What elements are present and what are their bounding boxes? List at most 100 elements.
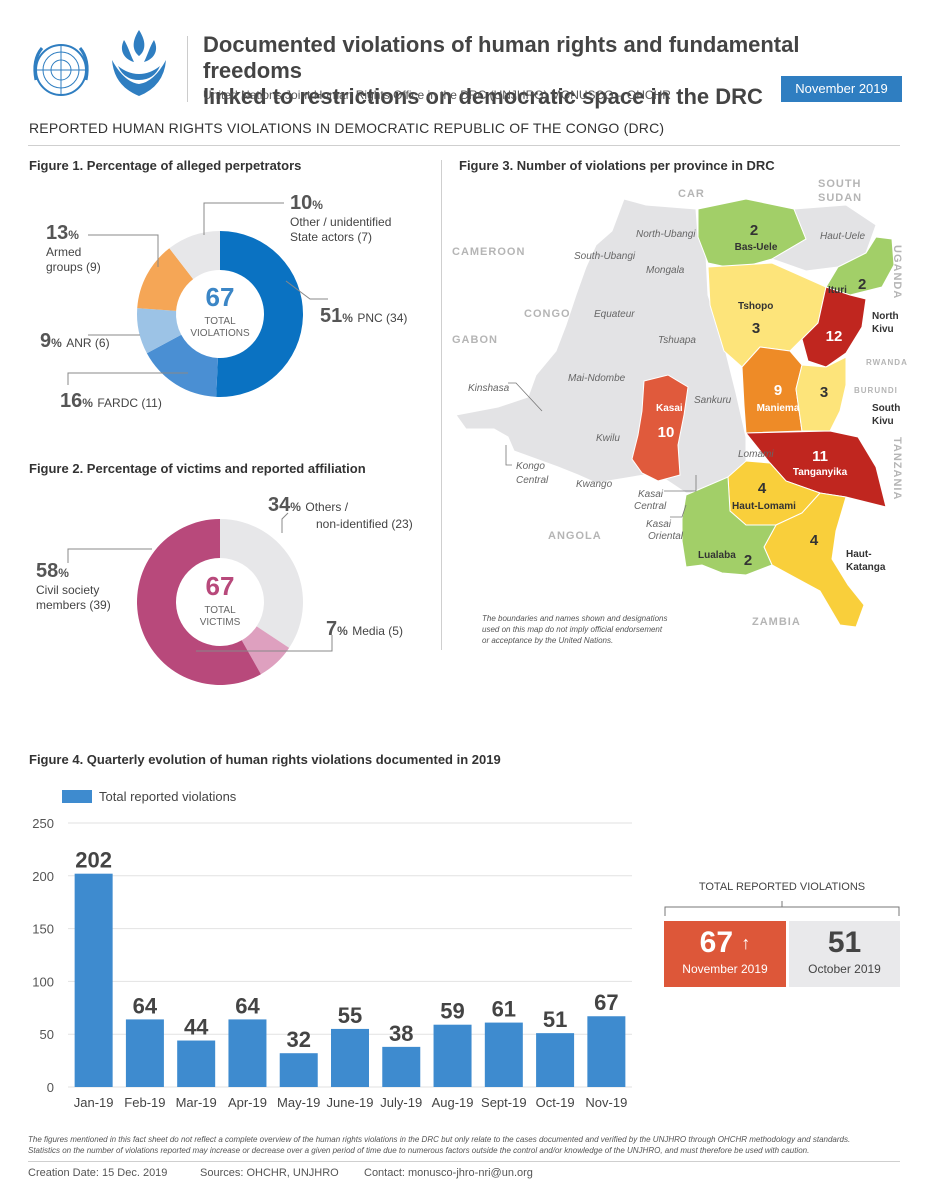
map-count-bas-uele: 2 <box>750 222 758 239</box>
fig1-slice-pnc <box>216 231 304 398</box>
map-count-north-kivu: 12 <box>826 328 843 345</box>
map-count-ituri: 2 <box>858 276 866 293</box>
fig2-label-media: 7% Media (5) <box>326 618 403 640</box>
footnote-line-1: The figures mentioned in this fact sheet… <box>28 1135 851 1144</box>
map-name-haut-katanga-1: Haut- <box>846 549 872 560</box>
x-tick-label: Nov-19 <box>585 1095 627 1110</box>
map-name-haut-katanga-2: Katanga <box>846 562 886 573</box>
fig1-label-pnc: 51% PNC (34) <box>320 305 408 327</box>
bar-chart: 0 50 100 150 200 250 202 Jan-19 64 Feb-19 44 Mar-19… <box>32 816 632 1110</box>
bar-value-label: 51 <box>543 1007 567 1032</box>
un-logo <box>28 40 94 107</box>
bar-value-label: 64 <box>133 993 158 1018</box>
bar-Oct-19 <box>536 1033 575 1087</box>
x-tick-label: Mar-19 <box>176 1095 217 1110</box>
map-name-south-kivu-2: Kivu <box>872 416 894 427</box>
figure2-donut: 67 TOTAL VICTIMS <box>67 512 333 685</box>
fig1-other-pct: 10 <box>290 192 313 214</box>
previous-month-box: 51 October 2019 <box>789 921 900 987</box>
fig1-pnc-pct: 51 <box>320 305 343 327</box>
map-label-tshuapa: Tshuapa <box>658 335 696 346</box>
y-tick-label: 250 <box>32 816 54 831</box>
map-label-mai-ndombe: Mai-Ndombe <box>568 373 626 384</box>
fig1-slice-other-unidentified-state-actors <box>169 231 220 280</box>
footer-contact: Contact: monusco-jhro-nri@un.org <box>364 1167 533 1179</box>
fig2-media-text: Media (5) <box>352 624 403 638</box>
bar-Aug-19 <box>433 1024 472 1087</box>
fig1-center-label2: VIOLATIONS <box>190 328 250 339</box>
fig2-civil-line2: members (39) <box>36 598 111 612</box>
figure3-title: Figure 3. Number of violations per provi… <box>459 158 775 173</box>
fig1-leader-armed <box>88 234 159 267</box>
footer-rule <box>28 1161 900 1162</box>
previous-label: October 2019 <box>808 962 881 976</box>
fig1-armed-line2: groups (9) <box>46 260 101 274</box>
fig2-media-pct: 7 <box>326 618 338 640</box>
y-tick-label: 100 <box>32 974 54 989</box>
up-arrow-icon: ↑ <box>741 933 751 953</box>
y-tick-label: 150 <box>32 922 54 937</box>
section-title: REPORTED HUMAN RIGHTS VIOLATIONS IN DEMO… <box>29 120 665 136</box>
footnote: The figures mentioned in this fact sheet… <box>28 1134 908 1156</box>
map-label-haut-uele: Haut-Uele <box>820 231 865 242</box>
ohchr-logo <box>104 26 174 107</box>
map-label-kinshasa: Kinshasa <box>468 383 510 394</box>
totals-title: TOTAL REPORTED VIOLATIONS <box>698 881 866 893</box>
bar-value-label: 64 <box>235 993 260 1018</box>
map-label-lomami: Lomami <box>738 449 774 460</box>
map-country-cameroon: CAMEROON <box>452 246 525 258</box>
page-title: Documented violations of human rights an… <box>203 32 903 110</box>
map-label-kasai-c1: Kasai <box>638 489 664 500</box>
fig2-slice-civil-society-members <box>136 519 261 685</box>
y-tick-label: 50 <box>40 1027 54 1042</box>
fig1-slice-fardc <box>146 334 218 397</box>
legend-swatch <box>62 790 92 803</box>
column-divider <box>441 160 442 650</box>
fig1-leader-other <box>203 202 284 235</box>
x-tick-label: June-19 <box>327 1095 374 1110</box>
map-label-kasai-o1: Kasai <box>646 519 672 530</box>
map-province-lualaba <box>681 476 777 576</box>
figure2-title: Figure 2. Percentage of victims and repo… <box>29 461 366 476</box>
x-tick-label: Aug-19 <box>432 1095 474 1110</box>
map-name-ituri: Ituri <box>828 285 847 296</box>
map-name-tshopo: Tshopo <box>738 301 773 312</box>
map-count-haut-lomami: 4 <box>758 480 767 497</box>
legend-label: Total reported violations <box>99 789 237 804</box>
current-month-box: 67 ↑ November 2019 <box>664 921 786 987</box>
map-name-bas-uele: Bas-Uele <box>735 242 778 253</box>
map-label-kwilu: Kwilu <box>596 433 620 444</box>
map-country-rwanda: RWANDA <box>866 358 908 367</box>
map-country-burundi: BURUNDI <box>854 386 898 395</box>
map-count-tshopo: 3 <box>752 320 760 337</box>
bar-Sept-19 <box>484 1022 523 1087</box>
bar-Apr-19 <box>228 1019 267 1087</box>
title-line-2: linked to restrictions on democratic spa… <box>203 84 763 109</box>
map-province-north-kivu <box>801 286 867 368</box>
footer-creation: Creation Date: 15 Dec. 2019 <box>28 1167 168 1179</box>
previous-value: 51 <box>827 926 862 959</box>
fig1-label-fardc: 16% FARDC (11) <box>60 390 162 412</box>
fig1-leader-pnc <box>285 280 328 300</box>
x-tick-label: Jan-19 <box>74 1095 114 1110</box>
fig2-others-line2: non-identified (23) <box>316 517 413 531</box>
bar-value-label: 61 <box>492 997 516 1022</box>
map-country-south: SOUTH <box>818 178 862 190</box>
map-count-south-kivu: 3 <box>820 384 828 401</box>
header-divider <box>187 36 188 102</box>
fig1-armed-line1: Armed <box>46 245 82 259</box>
map-count-tanganyika: 11 <box>812 448 828 465</box>
x-tick-label: Sept-19 <box>481 1095 527 1110</box>
map-label-equateur: Equateur <box>594 309 635 320</box>
current-value: 67 <box>699 926 734 959</box>
fig2-slice-media <box>241 626 290 675</box>
fig1-other-line1: Other / unidentified <box>290 215 392 229</box>
map-name-kasai: Kasai <box>656 403 683 414</box>
fig1-anr-text: ANR (6) <box>66 336 110 350</box>
bar-value-label: 55 <box>338 1003 362 1028</box>
map-country-zambia: ZAMBIA <box>752 616 801 628</box>
map-country-sudan: SUDAN <box>818 192 862 204</box>
fig2-leader-media <box>196 635 333 652</box>
bar-May-19 <box>279 1053 318 1087</box>
map-province-south-kivu <box>795 356 847 432</box>
